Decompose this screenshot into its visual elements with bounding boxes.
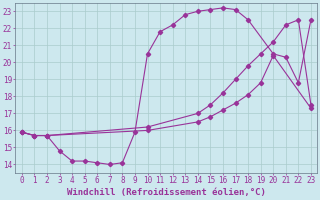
- X-axis label: Windchill (Refroidissement éolien,°C): Windchill (Refroidissement éolien,°C): [67, 188, 266, 197]
